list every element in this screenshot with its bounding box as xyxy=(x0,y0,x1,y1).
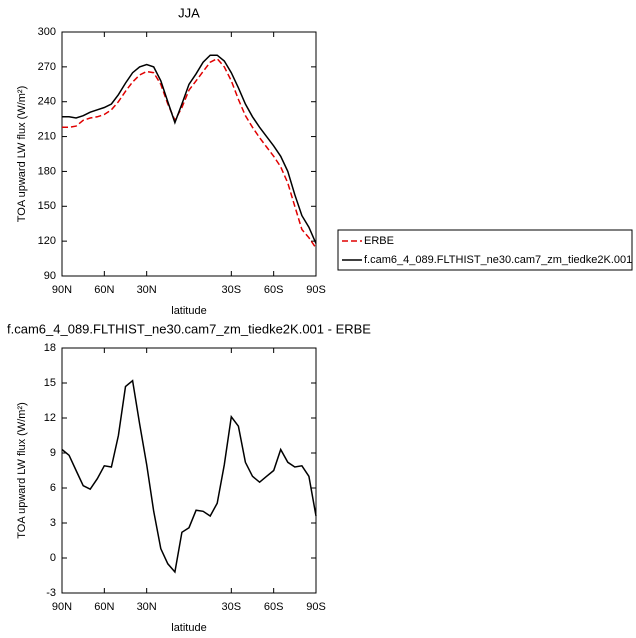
y-tick-label: 90 xyxy=(44,270,56,282)
x-tick-label: 30N xyxy=(137,601,157,613)
legend-label: ERBE xyxy=(364,235,394,247)
y-tick-label: 270 xyxy=(38,61,56,73)
y-tick-label: 120 xyxy=(38,235,56,247)
chart-title: JJA xyxy=(178,5,200,20)
y-tick-label: 240 xyxy=(38,96,56,108)
y-tick-label: 9 xyxy=(50,447,56,459)
x-tick-label: 30N xyxy=(137,284,157,296)
x-tick-label: 90N xyxy=(52,284,72,296)
data-line xyxy=(62,54,317,244)
x-tick-label: 90S xyxy=(306,601,326,613)
x-tick-label: 90N xyxy=(52,601,72,613)
y-tick-label: 0 xyxy=(50,552,56,564)
x-axis-label: latitude xyxy=(171,305,206,317)
y-tick-label: 15 xyxy=(44,377,56,389)
x-tick-label: 60N xyxy=(94,284,114,296)
y-tick-label: 12 xyxy=(44,412,56,424)
x-tick-label: 90S xyxy=(306,284,326,296)
x-tick-label: 60S xyxy=(264,284,284,296)
y-tick-label: 210 xyxy=(38,130,56,142)
data-line xyxy=(62,57,317,249)
y-axis-label: TOA upward LW flux (W/m²) xyxy=(16,402,28,539)
y-tick-label: 18 xyxy=(44,342,56,354)
y-tick-label: -3 xyxy=(46,587,56,599)
x-tick-label: 60N xyxy=(94,601,114,613)
legend-label: f.cam6_4_089.FLTHIST_ne30.cam7_zm_tiedke… xyxy=(364,254,632,266)
legend-box xyxy=(337,229,633,271)
y-tick-label: 6 xyxy=(50,482,56,494)
y-axis-label: TOA upward LW flux (W/m²) xyxy=(16,86,28,223)
chart-title: f.cam6_4_089.FLTHIST_ne30.cam7_zm_tiedke… xyxy=(7,321,371,336)
x-tick-label: 60S xyxy=(264,601,284,613)
y-tick-label: 180 xyxy=(38,165,56,177)
x-tick-label: 30S xyxy=(222,284,242,296)
y-tick-label: 150 xyxy=(38,200,56,212)
y-tick-label: 3 xyxy=(50,517,56,529)
y-tick-label: 300 xyxy=(38,26,56,38)
x-tick-label: 30S xyxy=(222,601,242,613)
plot-frame xyxy=(61,347,317,594)
data-line xyxy=(61,379,317,574)
plot-frame xyxy=(61,31,317,277)
x-axis-label: latitude xyxy=(171,622,206,634)
